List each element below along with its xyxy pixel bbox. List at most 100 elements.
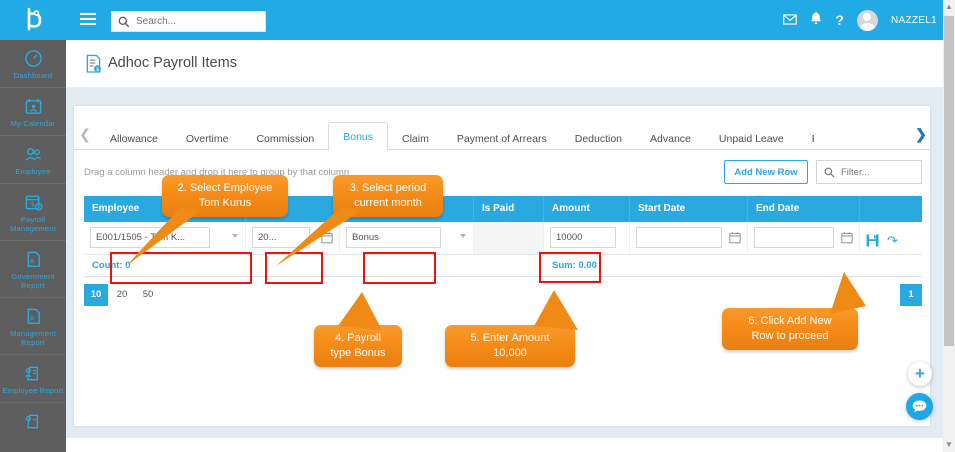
cell-payroll-type[interactable] [340, 222, 474, 254]
sidebar-item-dashboard[interactable]: Dashboard [0, 40, 66, 88]
callout-4-line1: 4. Payroll [335, 332, 381, 344]
cell-start-date[interactable] [630, 222, 748, 254]
calendar-icon[interactable] [729, 231, 741, 244]
mail-icon-glyph [783, 13, 798, 25]
callout-2-line2: Tom Kurus [198, 197, 252, 209]
brand-logo-icon [27, 7, 42, 31]
callout-2-tail [126, 208, 202, 266]
tab-claim[interactable]: Claim [402, 133, 429, 145]
column-header-start-date[interactable]: Start Date [630, 196, 748, 222]
window-scrollbar[interactable]: ▲ ▼ [943, 0, 955, 452]
callout-3-tail [276, 208, 362, 266]
sidebar-label: My Calendar [10, 119, 56, 128]
tab-deduction[interactable]: Deduction [574, 133, 623, 145]
page-size-20[interactable]: 20 [116, 289, 128, 300]
sidebar-label: Employee [15, 167, 51, 176]
chat-fab-button[interactable] [906, 393, 933, 420]
calendar-money-icon: $ [24, 193, 43, 212]
bell-icon[interactable] [810, 11, 822, 28]
sidebar-label: Employee Report [2, 386, 64, 395]
page-title: Adhoc Payroll Items [108, 55, 237, 71]
add-new-row-button[interactable]: Add New Row [724, 160, 808, 184]
sidebar-item-management-report[interactable]: A Management Report [0, 298, 66, 355]
svg-text:A: A [29, 314, 34, 322]
payroll-type-input[interactable] [346, 227, 441, 248]
search-icon [824, 167, 835, 178]
brand-logo[interactable] [12, 6, 54, 34]
sidebar-item-last[interactable] [0, 403, 66, 441]
add-fab-button[interactable]: + [908, 362, 932, 386]
cell-period[interactable] [246, 222, 340, 254]
page-size-50[interactable]: 50 [142, 289, 154, 300]
search-box[interactable] [111, 11, 266, 32]
search-input[interactable] [136, 12, 261, 31]
avatar[interactable] [856, 9, 878, 31]
callout-6: 6. Click Add New Row to proceed [722, 308, 858, 350]
cell-row-actions: ↷ [860, 222, 922, 254]
mail-icon[interactable] [783, 13, 798, 27]
sidebar-item-employee[interactable]: Employee [0, 136, 66, 184]
tab-bonus[interactable]: Bonus [328, 122, 389, 151]
column-header-end-date[interactable]: End Date [748, 196, 860, 222]
callout-6-line2: Row to proceed [751, 330, 829, 342]
employee-input[interactable] [90, 227, 210, 248]
cell-end-date[interactable] [748, 222, 860, 254]
sidebar-label: Government Report [11, 272, 55, 290]
tab-strip: ❮ Allowance Overtime Commission Bonus Cl… [74, 120, 930, 151]
chevron-right-icon[interactable]: ❯ [915, 126, 927, 142]
callout-2-line1: 2. Select Employee [177, 182, 273, 194]
filter-box[interactable] [816, 160, 922, 184]
tab-commission[interactable]: Commission [256, 133, 315, 145]
cell-amount[interactable] [544, 222, 630, 254]
chevron-down-icon[interactable] [460, 234, 466, 238]
tab-overtime[interactable]: Overtime [185, 133, 229, 145]
period-input[interactable] [252, 227, 310, 248]
callout-6-tail [830, 272, 866, 314]
sidebar-item-government-report[interactable]: A Government Report [0, 241, 66, 298]
sidebar-label: Payroll Management [10, 215, 56, 233]
cell-employee[interactable] [84, 222, 246, 254]
calendar-icon[interactable] [841, 231, 853, 244]
sidebar-item-my-calendar[interactable]: My Calendar [0, 88, 66, 136]
callout-3: 3. Select period current month [333, 175, 443, 217]
chevron-left-icon[interactable]: ❮ [79, 126, 91, 142]
save-icon[interactable] [866, 234, 879, 247]
table-row: ↷ [84, 222, 922, 255]
callout-6-line1: 6. Click Add New [748, 315, 832, 327]
page-number-1[interactable]: 1 [900, 284, 922, 306]
highlight-payroll-type-field [363, 252, 436, 284]
scroll-up-arrow[interactable]: ▲ [945, 2, 953, 11]
column-header-is-paid[interactable]: Is Paid [474, 196, 544, 222]
callout-4-line2: type Bonus [330, 347, 386, 359]
amount-input[interactable] [550, 227, 616, 248]
scrollbar-thumb[interactable] [944, 16, 954, 346]
help-icon[interactable]: ? [835, 12, 844, 28]
topbar-icons: ? NAZZEL1 [783, 8, 937, 32]
sidebar-item-payroll-management[interactable]: $ Payroll Management [0, 184, 66, 241]
tab-b-truncated[interactable]: B [798, 128, 814, 150]
people-icon [24, 145, 43, 164]
callout-2: 2. Select Employee Tom Kurus [162, 175, 288, 217]
bell-icon-glyph [811, 11, 822, 25]
tab-payment-of-arrears[interactable]: Payment of Arrears [456, 133, 547, 145]
start-date-input[interactable] [636, 227, 722, 248]
tab-unpaid-leave[interactable]: Unpaid Leave [718, 133, 784, 145]
chat-bubble-icon [912, 400, 927, 413]
sidebar-item-employee-report[interactable]: Employee Report [0, 355, 66, 403]
callout-5-line2: 10,000 [493, 347, 527, 359]
tab-allowance[interactable]: Allowance [110, 133, 158, 145]
undo-icon[interactable]: ↷ [887, 233, 898, 248]
top-bar: ? NAZZEL1 [0, 0, 955, 48]
filter-input[interactable] [841, 161, 919, 183]
column-header-amount[interactable]: Amount [544, 196, 630, 222]
page-size-10[interactable]: 10 [84, 284, 108, 306]
pdf-document-icon: A [24, 250, 43, 269]
tab-advance[interactable]: Advance [650, 133, 691, 145]
hamburger-icon[interactable] [80, 13, 96, 27]
chevron-down-icon[interactable] [232, 234, 238, 238]
cell-is-paid [474, 222, 544, 254]
page-header: $ Adhoc Payroll Items [66, 40, 946, 88]
scroll-down-arrow[interactable]: ▼ [945, 440, 953, 449]
end-date-input[interactable] [754, 227, 834, 248]
